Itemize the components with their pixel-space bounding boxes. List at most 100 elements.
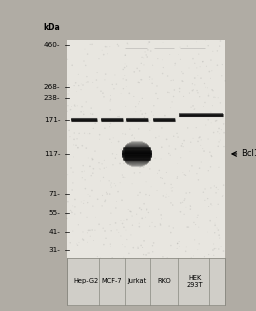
Point: [74, 143, 78, 148]
Point: [154, 135, 158, 140]
Point: [196, 247, 200, 252]
Point: [143, 215, 147, 220]
Point: [211, 88, 215, 93]
Point: [119, 234, 123, 239]
Point: [122, 218, 126, 223]
Point: [218, 39, 222, 44]
Point: [139, 77, 143, 82]
Point: [146, 47, 150, 52]
Point: [202, 254, 207, 259]
Point: [216, 129, 220, 134]
Point: [216, 95, 220, 100]
Point: [70, 210, 74, 215]
Point: [165, 256, 169, 261]
Point: [152, 240, 156, 245]
Point: [191, 136, 195, 141]
Point: [138, 164, 143, 169]
Point: [189, 255, 193, 260]
Point: [165, 137, 169, 142]
Point: [91, 204, 95, 209]
Point: [97, 222, 101, 227]
Point: [108, 124, 112, 129]
Point: [208, 76, 212, 81]
Point: [210, 154, 214, 159]
Point: [212, 130, 216, 135]
Text: 171-: 171-: [44, 117, 60, 123]
Point: [175, 176, 179, 181]
Point: [199, 143, 203, 148]
Point: [178, 86, 182, 91]
Point: [197, 241, 201, 246]
Point: [142, 165, 146, 169]
Point: [137, 68, 142, 73]
Point: [188, 190, 192, 195]
Point: [159, 216, 164, 221]
Point: [134, 118, 138, 123]
Point: [200, 59, 205, 64]
Point: [210, 68, 214, 73]
Point: [80, 104, 84, 109]
Point: [209, 58, 213, 63]
Point: [142, 115, 146, 120]
Point: [140, 96, 144, 101]
Point: [110, 255, 114, 260]
Point: [121, 86, 125, 91]
Point: [214, 190, 218, 195]
Point: [177, 239, 181, 244]
Point: [81, 109, 86, 114]
Point: [160, 176, 164, 181]
Point: [132, 94, 136, 99]
Point: [140, 112, 144, 117]
Point: [163, 181, 167, 186]
Point: [155, 188, 159, 193]
Point: [68, 107, 72, 112]
Point: [218, 236, 222, 241]
Point: [170, 100, 174, 104]
Point: [99, 179, 103, 183]
Point: [149, 184, 153, 189]
Point: [121, 76, 125, 81]
Point: [125, 217, 129, 222]
Point: [188, 203, 192, 208]
Point: [136, 80, 140, 85]
Point: [109, 185, 113, 190]
Point: [88, 42, 92, 47]
Point: [164, 192, 168, 197]
Point: [151, 113, 155, 118]
Point: [124, 228, 128, 233]
Point: [191, 253, 196, 258]
Point: [184, 191, 188, 196]
Point: [140, 77, 144, 82]
Point: [132, 136, 136, 141]
Point: [203, 100, 207, 105]
Point: [175, 161, 179, 166]
Point: [102, 94, 106, 99]
Point: [161, 71, 165, 76]
Point: [216, 187, 220, 192]
Point: [110, 140, 114, 145]
Point: [88, 228, 92, 233]
Point: [84, 146, 88, 151]
Point: [109, 228, 113, 233]
Point: [164, 170, 168, 175]
Point: [139, 61, 143, 66]
Point: [115, 152, 119, 157]
Point: [190, 163, 194, 168]
Point: [161, 254, 165, 259]
Point: [199, 160, 203, 165]
Point: [86, 192, 90, 197]
Point: [146, 210, 151, 215]
Point: [169, 243, 173, 248]
Point: [77, 83, 81, 88]
Point: [114, 82, 119, 87]
Point: [146, 41, 150, 46]
Point: [161, 65, 165, 70]
Point: [142, 238, 146, 243]
Point: [95, 85, 99, 90]
Point: [150, 126, 154, 131]
Point: [188, 204, 193, 209]
Point: [213, 230, 217, 235]
Point: [169, 200, 173, 205]
Point: [191, 103, 195, 108]
Point: [99, 89, 103, 94]
